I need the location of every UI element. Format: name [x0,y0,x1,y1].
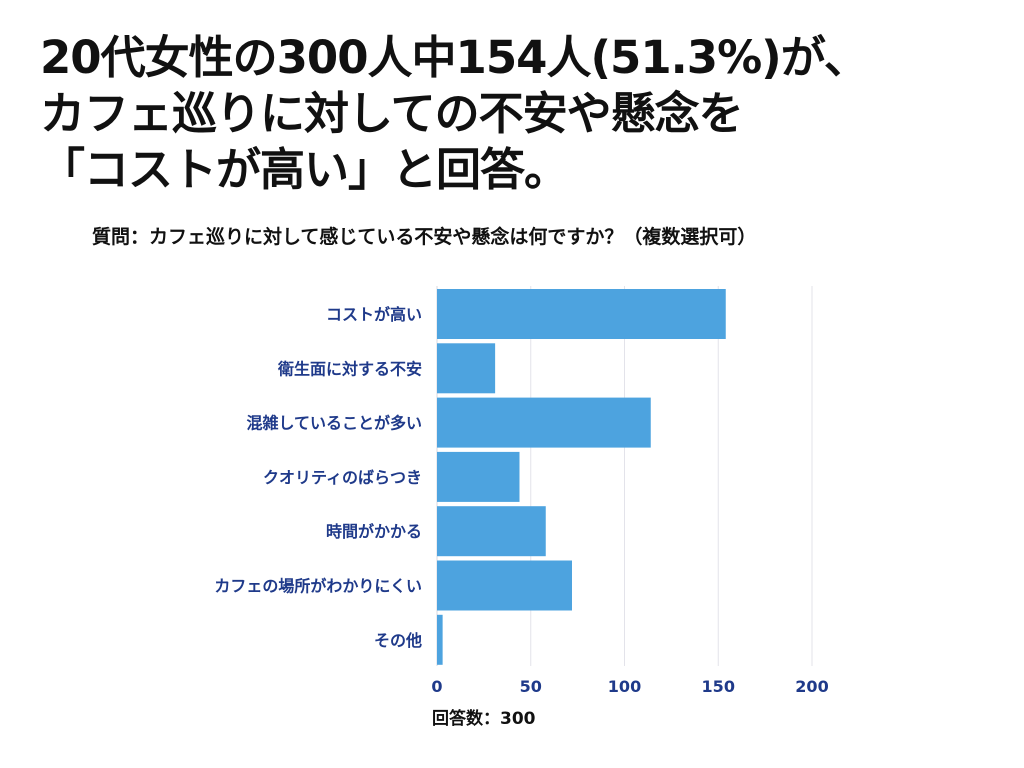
x-tick-label-200: 200 [795,677,828,696]
bar-5 [437,506,546,557]
response-count: 回答数：300 [432,709,536,729]
category-label-layer: コストが高い衛生面に対する不安混雑していることが多いクオリティのばらつき時間がか… [214,305,422,650]
x-tick-label-150: 150 [702,677,735,696]
bar-7 [437,614,443,665]
category-label-7: その他 [374,631,422,650]
bar-1 [437,289,726,339]
bar-4 [437,451,520,502]
bar-layer [437,289,726,665]
x-tick-label-0: 0 [431,677,442,696]
category-label-3: 混雑していることが多い [246,414,422,433]
x-tick-label-50: 50 [520,677,542,696]
bar-6 [437,560,572,611]
chart-title: 20代女性の300人中154人(51.3%)が、 カフェ巡りに対しての不安や懸念… [40,30,1000,198]
category-label-5: 時間がかかる [326,522,422,541]
tick-label-layer: 0 50 100 150 200 [431,677,828,696]
title-line-2: カフェ巡りに対しての不安や懸念を [40,87,744,140]
title-line-3: 「コストが高い」と回答。 [40,143,569,196]
category-label-6: カフェの場所がわかりにくい [214,577,422,596]
title-line-1: 20代女性の300人中154人(51.3%)が、 [40,31,869,84]
x-tick-label-100: 100 [608,677,641,696]
category-label-1: コストが高い [326,305,422,324]
bar-2 [437,343,496,394]
category-label-4: クオリティのばらつき [263,468,422,487]
bar-3 [437,397,651,448]
category-label-2: 衛生面に対する不安 [277,359,422,378]
survey-question: 質問：カフェ巡りに対して感じている不安や懸念は何ですか？（複数選択可） [92,226,757,248]
